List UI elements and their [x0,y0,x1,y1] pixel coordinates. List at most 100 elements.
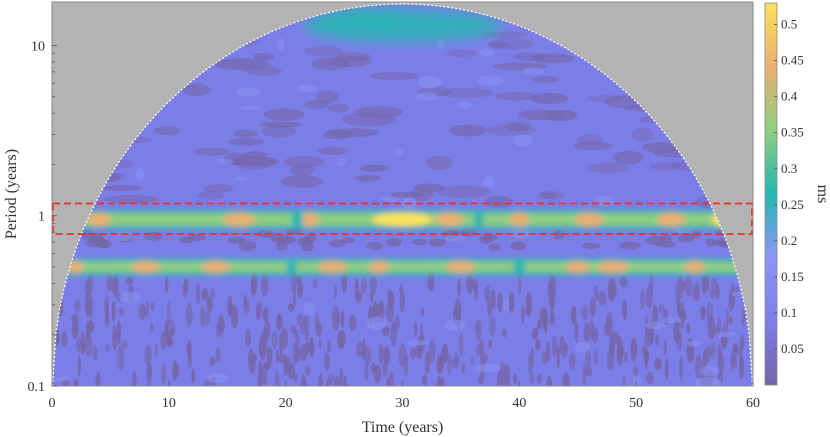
texture-blob [645,284,654,309]
texture-blob [111,277,119,296]
texture-blob [428,238,447,247]
texture-blob [582,362,587,386]
texture-blob [118,306,124,316]
texture-blob [409,347,416,360]
texture-blob [386,378,391,386]
texture-blob [398,344,407,368]
texture-blob [274,369,280,386]
texture-blob [449,124,486,137]
texture-patch [502,298,510,312]
texture-blob [715,283,720,300]
texture-blob [149,321,154,333]
texture-blob [619,276,628,288]
texture-blob [231,304,239,329]
texture-blob [275,348,280,364]
texture-blob [537,373,542,385]
texture-blob [676,330,683,351]
texture-blob [323,129,353,140]
texture-blob [725,309,730,327]
texture-blob [370,290,374,303]
texture-blob [348,314,357,331]
x-axis-title: Time (years) [362,419,444,436]
texture-blob [574,320,579,343]
texture-blob [583,322,591,343]
texture-patch [594,195,614,207]
texture-patch [521,67,545,75]
texture-blob [187,338,192,363]
texture-blob [497,292,503,314]
band-peak [657,212,686,227]
x-tick-label: 10 [162,396,176,411]
semiannual-band [52,257,753,276]
band-peak [201,260,230,273]
texture-blob [238,240,257,251]
texture-blob [541,351,549,364]
texture-patch [644,321,667,330]
texture-blob [447,353,452,375]
texture-blob [437,375,442,386]
texture-blob [183,277,189,294]
texture-patch [444,234,465,242]
texture-blob [244,65,282,76]
texture-blob [243,297,250,316]
texture-blob [153,126,181,136]
texture-blob [521,304,525,324]
colorbar-tick-label: 0.4 [781,89,798,104]
texture-blob [479,234,493,245]
texture-blob [315,90,339,104]
x-tick-label: 0 [49,396,56,411]
texture-blob [624,352,628,363]
texture-blob [216,322,221,339]
annual-band [52,209,753,230]
texture-blob [518,109,564,121]
texture-patch [216,158,234,164]
texture-patch [119,291,141,304]
texture-blob [513,52,547,61]
texture-blob [271,330,279,350]
y-axis: 0.1 1 10 [28,39,57,395]
texture-blob [87,320,95,333]
texture-blob [501,328,507,338]
texture-blob [111,301,116,322]
texture-blob [525,291,532,315]
texture-blob [428,339,436,363]
texture-patch [206,373,230,384]
long-period-band [302,7,503,43]
texture-blob [588,162,629,174]
texture-blob [304,45,344,57]
texture-blob [215,346,221,363]
texture-blob [413,320,418,338]
x-tick-label: 40 [512,396,526,411]
texture-blob [607,278,616,303]
texture-patch [366,316,387,331]
texture-blob [263,108,305,121]
texture-blob [303,315,307,331]
texture-blob [506,120,531,132]
texture-patch [115,231,132,242]
texture-blob [210,286,215,299]
texture-blob [508,292,515,314]
colorbar-tick-label: 0.25 [781,197,804,212]
texture-blob [639,289,645,311]
texture-blob [303,99,330,109]
texture-blob [571,305,577,325]
texture-blob [327,103,350,113]
texture-patch [303,302,315,316]
texture-blob [654,357,662,370]
colorbar-label: ms [814,185,830,204]
texture-blob [253,52,274,61]
texture-blob [655,241,677,248]
texture-blob [581,242,601,249]
band-peak [318,260,347,273]
texture-blob [329,55,372,67]
texture-blob [616,345,624,366]
texture-blob [84,333,93,358]
texture-blob [318,373,324,386]
texture-blob [399,290,405,312]
texture-blob [304,341,310,355]
texture-blob [527,352,533,376]
band-peak [513,260,526,273]
texture-blob [488,315,496,338]
texture-blob [280,327,288,350]
